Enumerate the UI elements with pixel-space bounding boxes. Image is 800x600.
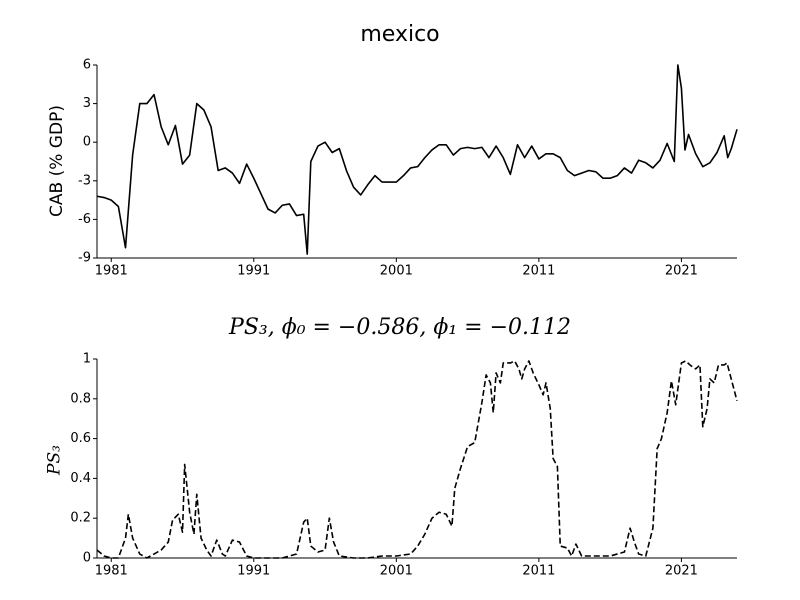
x-tick-label: 1991 — [237, 564, 270, 579]
y-tick-label: 0.6 — [70, 431, 91, 446]
x-tick-label: 2021 — [665, 564, 698, 579]
x-tick-label: 2021 — [665, 264, 698, 279]
y-tick-label: 0.4 — [70, 471, 91, 486]
y-tick-label: 0 — [83, 551, 91, 566]
chart-title: mexico — [360, 22, 439, 47]
x-tick-label: 1981 — [95, 564, 128, 579]
series-line — [96, 360, 738, 559]
y-tick-label: -3 — [78, 173, 91, 188]
chart-title: PS₃, ϕ₀ = −0.586, ϕ₁ = −0.112 — [228, 315, 571, 340]
y-axis-label: CAB (% GDP) — [47, 105, 67, 217]
y-tick-label: 0.2 — [70, 511, 91, 526]
x-tick-label: 2001 — [380, 264, 413, 279]
series-line — [96, 64, 738, 255]
x-tick-label: 2011 — [522, 564, 555, 579]
x-tick-label: 2001 — [380, 564, 413, 579]
y-tick-label: 6 — [83, 58, 91, 73]
y-axis-label: PS₃ — [45, 445, 65, 476]
y-tick-label: 0.8 — [70, 391, 91, 406]
y-tick-label: 1 — [83, 352, 91, 367]
y-tick-label: 3 — [83, 96, 91, 111]
y-tick-label: -9 — [78, 251, 91, 266]
x-tick-label: 1991 — [237, 264, 270, 279]
y-tick-label: 0 — [83, 135, 91, 150]
x-tick-label: 2011 — [522, 264, 555, 279]
x-tick-label: 1981 — [95, 264, 128, 279]
y-tick-label: -6 — [78, 212, 91, 227]
